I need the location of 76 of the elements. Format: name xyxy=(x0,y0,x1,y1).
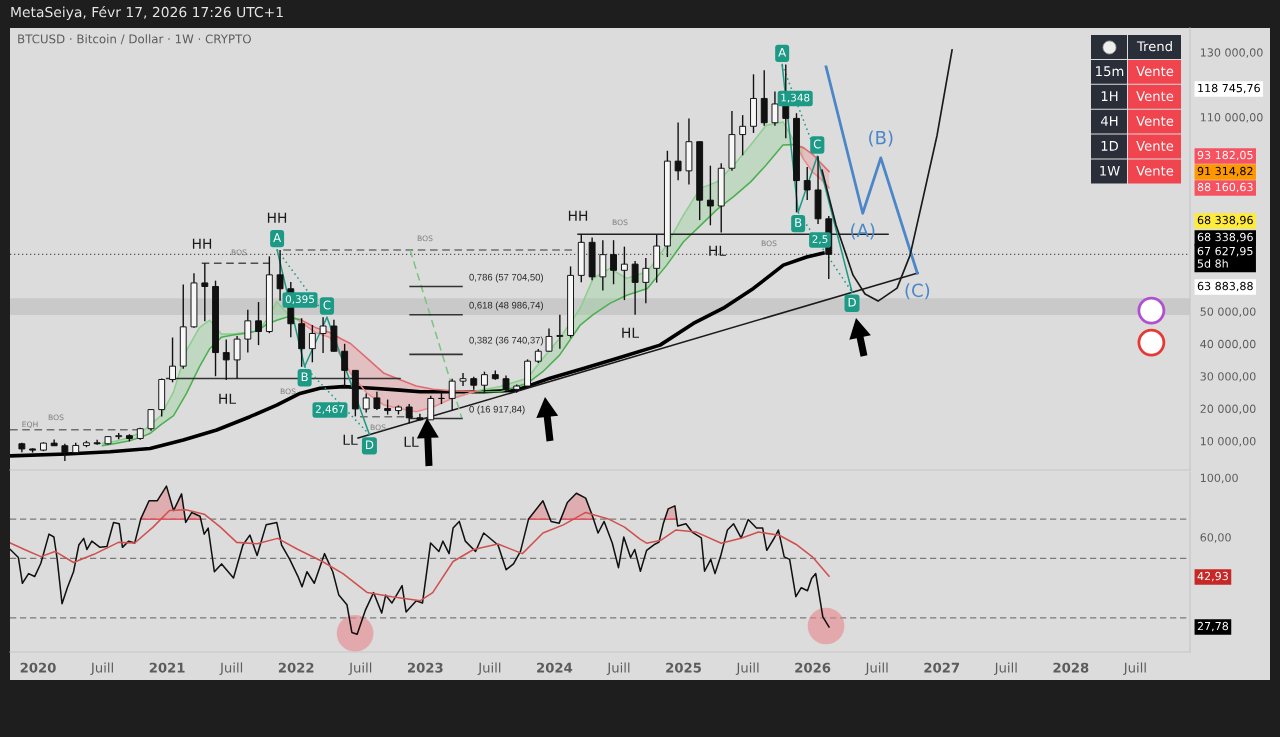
x-tick-label: Juill xyxy=(993,662,1017,676)
annotation: 2,5 xyxy=(812,235,828,245)
x-tick-label: Juill xyxy=(348,662,372,676)
x-tick-label: 2022 xyxy=(278,662,314,673)
x-tick-label: Juill xyxy=(477,662,501,676)
y-tick-label: 40 000,00 xyxy=(1200,339,1256,350)
data-label: D xyxy=(366,440,374,450)
y-tick-label: 10 000,00 xyxy=(1200,436,1256,447)
annotation: 15m xyxy=(1096,66,1124,77)
annotation: Vente xyxy=(1136,91,1174,102)
text: 27,78 xyxy=(1197,621,1229,632)
annotation: HH xyxy=(568,210,588,221)
x-tick-label: 2025 xyxy=(666,662,701,673)
x-tick-label: Juill xyxy=(864,662,888,676)
ref-line-label: 67 627,95 5d 8h xyxy=(1197,246,1253,268)
text: 68 338,96 xyxy=(1197,215,1253,226)
y-tick-label: 110 000,00 xyxy=(1200,113,1263,123)
x-tick-label: Juill xyxy=(735,662,759,676)
annotation: 0 (16 917,84) xyxy=(469,405,525,415)
data-label: C xyxy=(323,300,331,310)
x-tick-label: 2024 xyxy=(537,662,573,673)
text: 118 745,76 xyxy=(1198,83,1260,94)
x-tick-label: 2023 xyxy=(408,662,443,673)
annotation: 0,395 xyxy=(285,295,314,305)
annotation: HL xyxy=(219,393,237,404)
annotation: 1H xyxy=(1101,91,1118,101)
annotation: HH xyxy=(267,212,287,223)
annotation: 0,786 (57 704,50) xyxy=(469,273,543,283)
x-tick-label: 2028 xyxy=(1053,662,1089,673)
data-label: (B) xyxy=(869,130,893,147)
annotation: LL xyxy=(404,436,419,447)
annotation: 0,382 (36 740,37) xyxy=(469,336,543,346)
annotation: HL xyxy=(709,245,727,256)
text: 88 160,63 xyxy=(1197,182,1253,193)
data-label: (C) xyxy=(905,283,930,300)
annotation: 2,467 xyxy=(315,405,345,415)
x-tick-label: 2026 xyxy=(795,662,831,673)
annotation: Vente xyxy=(1136,66,1174,77)
y-tick-label: 130 000,00 xyxy=(1200,48,1263,58)
data-label: C xyxy=(813,139,821,149)
text: MetaSeiya, Févr 17, 2026 17:26 UTC+1 xyxy=(11,6,283,20)
y-tick-label: 30 000,00 xyxy=(1200,372,1256,382)
annotation: HH xyxy=(192,238,212,249)
text: 68 338,96 xyxy=(1197,232,1253,243)
data-label: D xyxy=(848,297,856,307)
y-tick-label: 50 000,00 xyxy=(1200,307,1256,317)
x-tick-label: 2021 xyxy=(149,662,185,673)
annotation: Trend xyxy=(1136,41,1172,52)
y-tick-label: 100,00 xyxy=(1200,473,1238,484)
x-tick-label: 2020 xyxy=(20,662,56,673)
annotation: 1D xyxy=(1101,141,1118,151)
text: 63 883,88 xyxy=(1197,281,1253,292)
text: 42,93 xyxy=(1197,571,1228,582)
annotation: 0,618 (48 986,74) xyxy=(469,301,543,311)
annotation: Vente xyxy=(1136,116,1174,126)
x-tick-label: Juill xyxy=(1123,662,1146,676)
x-tick-label: 2027 xyxy=(924,662,960,673)
x-tick-label: Juill xyxy=(90,662,113,676)
y-tick-label: 60,00 xyxy=(1200,533,1231,543)
data-label: A xyxy=(273,233,282,242)
annotation: Vente xyxy=(1136,141,1174,151)
annotation: HL xyxy=(622,327,640,338)
data-label: B xyxy=(301,372,308,382)
x-tick-label: Juill xyxy=(219,662,243,676)
data-label: A xyxy=(778,47,787,57)
text: 91 314,82 xyxy=(1197,166,1253,177)
y-tick-label: 20 000,00 xyxy=(1200,404,1256,415)
annotation: 1W xyxy=(1100,165,1120,176)
annotation: 4H xyxy=(1100,116,1118,126)
annotation: Vente xyxy=(1136,165,1174,176)
chart-title: BTCUSD · Bitcoin / Dollar · 1W · CRYPTO xyxy=(18,34,251,45)
x-tick-label: Juill xyxy=(606,662,630,676)
annotation: LL xyxy=(343,434,358,445)
text: 93 182,05 xyxy=(1197,150,1253,161)
data-label: B xyxy=(795,218,802,227)
annotation: 1,348 xyxy=(781,93,810,103)
